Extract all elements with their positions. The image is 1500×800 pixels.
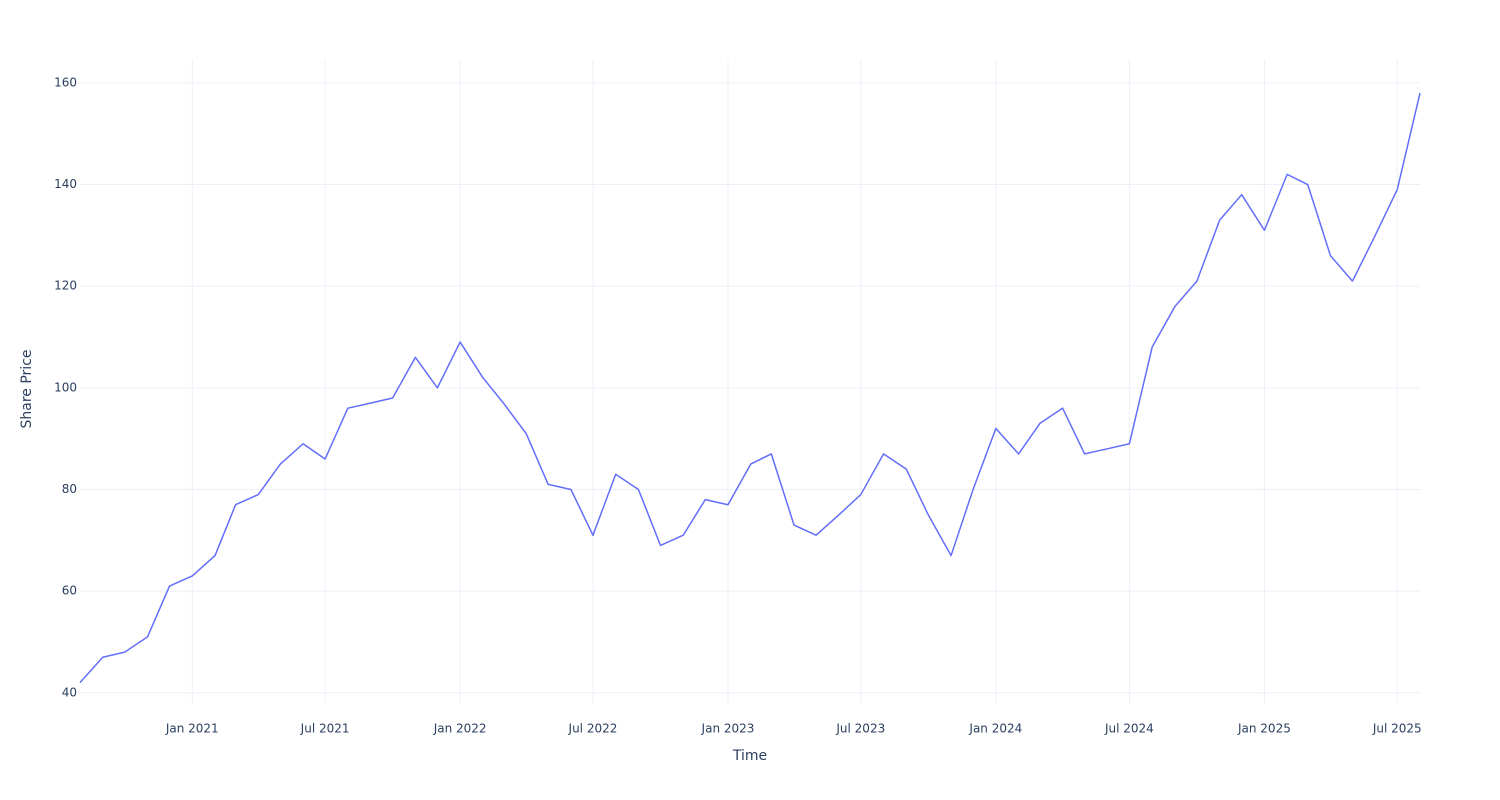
x-axis-title: Time <box>732 748 767 764</box>
x-tick-label: Jan 2022 <box>433 722 487 736</box>
x-tick-label: Jul 2024 <box>1104 722 1154 736</box>
y-tick-label: 120 <box>54 279 77 293</box>
y-tick-label: 160 <box>54 75 77 89</box>
line <box>79 92 1421 684</box>
y-tick-label: 100 <box>54 380 77 394</box>
y-tick-label: 40 <box>62 685 77 699</box>
x-tick-label: Jul 2025 <box>1372 722 1422 736</box>
x-tick-label: Jan 2025 <box>1237 722 1291 736</box>
x-tick-label: Jan 2023 <box>701 722 755 736</box>
x-tick-label: Jul 2023 <box>835 722 885 736</box>
y-tick-label: 80 <box>62 482 77 496</box>
y-tick-label: 140 <box>54 177 77 191</box>
y-tick-label: 60 <box>62 584 77 598</box>
x-tick-label: Jul 2022 <box>568 722 618 736</box>
grid <box>80 60 1420 705</box>
x-tick-label: Jan 2021 <box>165 722 219 736</box>
y-axis-title: Share Price <box>19 349 35 428</box>
x-tick-label: Jan 2024 <box>968 722 1022 736</box>
x-tick-label: Jul 2021 <box>300 722 350 736</box>
